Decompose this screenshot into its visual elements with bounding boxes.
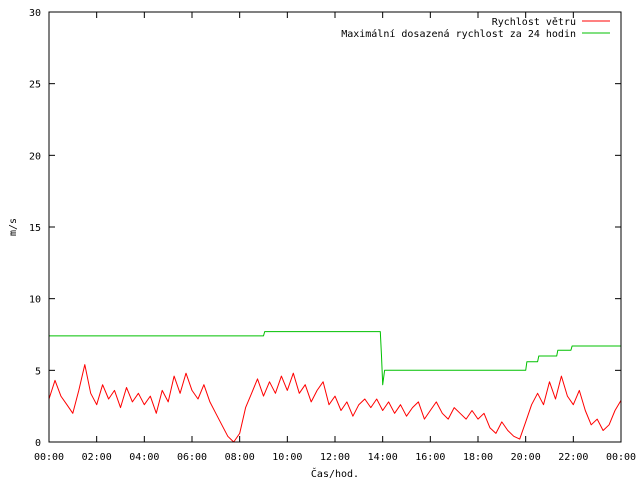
y-tick-label-6: 30 [29, 8, 41, 19]
x-tick-label-5: 10:00 [272, 452, 302, 463]
legend-label-1: Maximální dosazená rychlost za 24 hodin [341, 28, 576, 40]
series-line-0 [48, 364, 622, 443]
x-tick-label-6: 12:00 [320, 452, 350, 463]
plot-frame [48, 11, 622, 443]
y-tick-label-4: 20 [29, 151, 41, 162]
x-tick-label-9: 18:00 [463, 452, 493, 463]
legend-label-0: Rychlost větru [492, 16, 576, 28]
x-tick-label-7: 14:00 [368, 452, 398, 463]
x-tick-label-1: 02:00 [82, 452, 112, 463]
chart-marks: 0 5 10 15 20 25 30 00:00 02:00 04:00 06:00 08:00 10:… [29, 8, 636, 463]
y-tick-label-1: 5 [35, 366, 41, 377]
x-tick-label-3: 06:00 [177, 452, 207, 463]
y-tick-label-3: 15 [29, 223, 41, 234]
x-tick-label-10: 20:00 [511, 452, 541, 463]
y-axis-label: m/s [8, 218, 19, 236]
x-tick-label-0: 00:00 [34, 452, 64, 463]
x-tick-label-12: 00:00 [606, 452, 636, 463]
y-tick-label-5: 25 [29, 80, 41, 91]
x-tick-label-4: 08:00 [225, 452, 255, 463]
series-line-1 [49, 331, 621, 386]
y-tick-label-2: 10 [29, 295, 41, 306]
x-tick-label-2: 04:00 [129, 452, 159, 463]
y-tick-label-0: 0 [35, 438, 41, 449]
x-tick-label-11: 22:00 [558, 452, 588, 463]
x-axis-label: Čas/hod. [311, 467, 359, 480]
legend: Rychlost větru Maximální dosazená rychlo… [341, 16, 610, 40]
x-tick-label-8: 16:00 [415, 452, 445, 463]
